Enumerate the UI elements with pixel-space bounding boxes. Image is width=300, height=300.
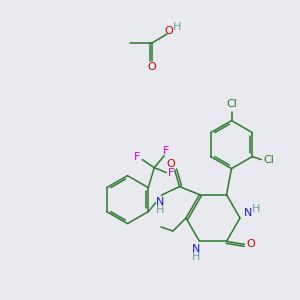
Text: H: H: [156, 205, 165, 214]
Text: H: H: [173, 22, 181, 32]
Text: H: H: [252, 204, 260, 214]
Text: H: H: [192, 252, 201, 262]
Text: F: F: [168, 168, 175, 178]
Text: O: O: [166, 159, 175, 169]
Text: Cl: Cl: [226, 99, 237, 109]
Text: N: N: [244, 208, 252, 218]
Text: O: O: [246, 239, 255, 249]
Text: F: F: [134, 152, 140, 162]
Text: F: F: [163, 146, 170, 156]
Text: N: N: [192, 244, 201, 254]
Text: Cl: Cl: [264, 154, 275, 165]
Text: N: N: [156, 196, 165, 207]
Text: O: O: [148, 62, 156, 72]
Text: O: O: [165, 26, 173, 36]
